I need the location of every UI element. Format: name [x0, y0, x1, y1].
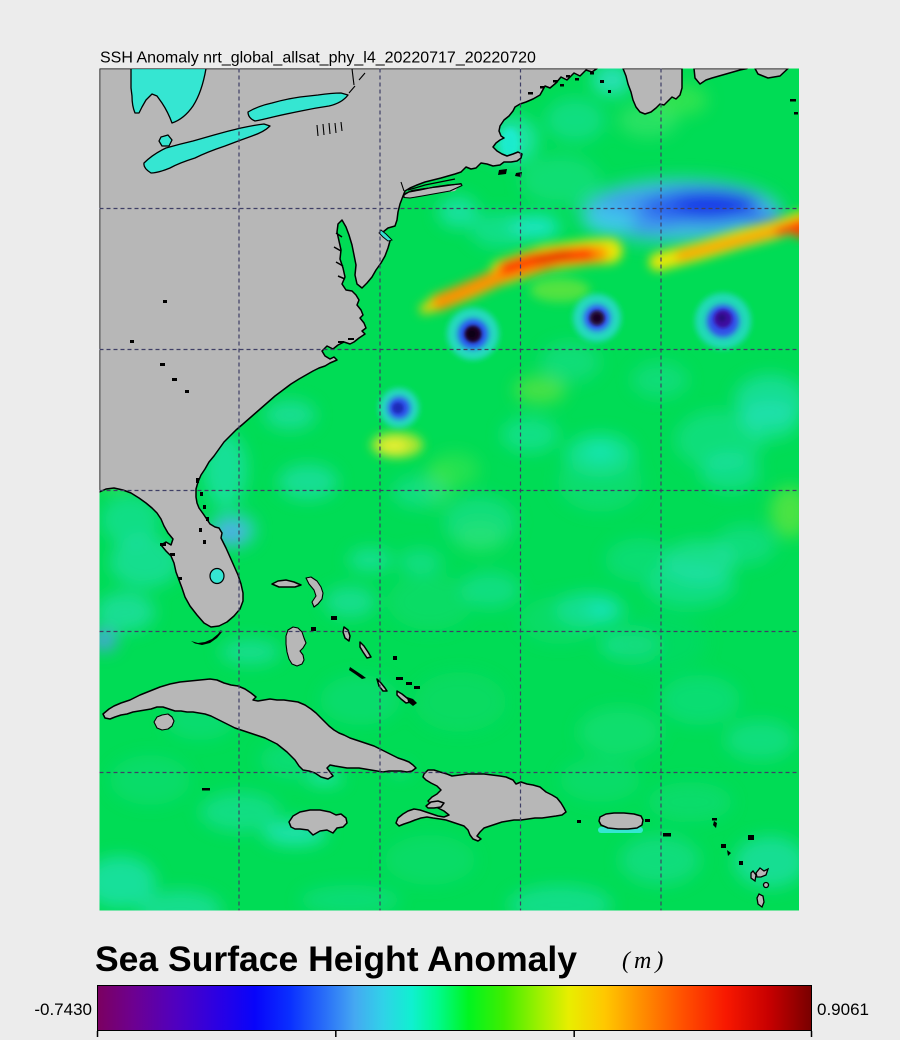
svg-text:-0.7430: -0.7430: [34, 1000, 92, 1019]
svg-text:(m): (m): [622, 948, 667, 974]
svg-text:0.9061: 0.9061: [817, 1000, 869, 1019]
svg-text:Sea Surface Height Anomaly: Sea Surface Height Anomaly: [95, 939, 577, 979]
svg-text:SSH Anomaly nrt_global_allsat_: SSH Anomaly nrt_global_allsat_phy_l4_202…: [100, 50, 536, 67]
